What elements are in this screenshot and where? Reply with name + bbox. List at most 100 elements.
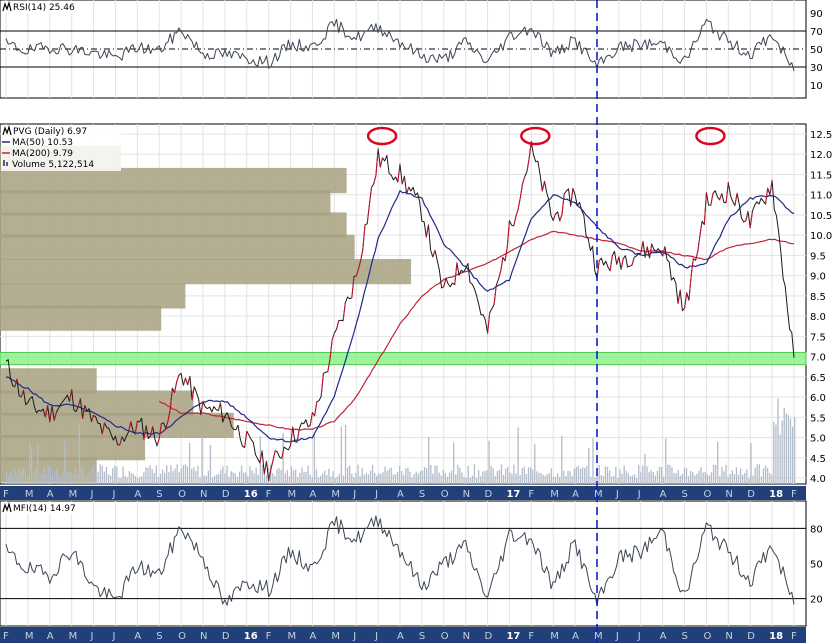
volume-bar (532, 469, 534, 484)
time-axis-label: F (528, 489, 534, 500)
volume-bar (78, 422, 81, 484)
volume-bar (762, 468, 765, 484)
time-axis-label: J (90, 631, 94, 642)
price-up-segment (375, 148, 379, 176)
volume-bar (309, 474, 311, 484)
volume-bar (153, 472, 155, 484)
volume-bar (199, 477, 201, 484)
rsi-label-text: RSI(14) 25.46 (13, 3, 75, 13)
volume-bar (336, 476, 338, 484)
price-up-segment (68, 389, 73, 402)
volume-bar (415, 471, 417, 484)
volume-bar (428, 436, 430, 484)
volume-bar (648, 472, 650, 484)
volume-bar (145, 467, 147, 484)
volume-bars (6, 398, 796, 484)
time-axis-label: N (725, 489, 732, 500)
volume-bar (737, 474, 740, 484)
ma200-line (158, 230, 795, 431)
volume-bar (157, 477, 160, 484)
price-up-segment (552, 213, 556, 221)
volume-bar (417, 473, 419, 484)
volume-bar (349, 465, 351, 484)
volume-bar (760, 476, 763, 484)
price-up-segment (314, 401, 318, 416)
volume-bar (685, 467, 688, 484)
time-axis-label: N (463, 631, 470, 642)
price-up-segment (366, 204, 370, 224)
volume-bar (12, 476, 14, 484)
volume-bar (255, 467, 257, 484)
volume-bar (35, 468, 37, 484)
price-tick-label: 9.0 (810, 272, 826, 283)
time-axis-label: J (111, 631, 115, 642)
price-up-segment (268, 469, 272, 481)
ma50-legend: MA(50) 10.53 (12, 138, 73, 148)
price-up-segment (259, 450, 263, 463)
volume-bar (297, 476, 299, 484)
time-axis-label: O (178, 631, 186, 642)
osc-tick-label: 30 (810, 63, 823, 74)
price-up-segment (526, 158, 530, 172)
volume-bar (351, 473, 353, 484)
price-up-segment (360, 249, 364, 261)
volume-bar (172, 471, 174, 484)
time-axis-label: 17 (506, 631, 520, 642)
volume-bar (471, 475, 474, 484)
price-up-segment (616, 256, 620, 265)
volume-bar (299, 472, 301, 484)
volume-bar (488, 440, 490, 484)
volume-bar (432, 473, 434, 484)
volume-bar (97, 471, 99, 484)
price-up-segment (200, 401, 204, 415)
time-axis-label: S (419, 489, 425, 500)
volume-bar (611, 476, 613, 484)
volume-bar (288, 476, 291, 484)
volume-bar (652, 471, 654, 484)
time-axis-label: F (3, 631, 9, 642)
volume-bar (95, 472, 97, 484)
volume-by-price-bar (0, 305, 162, 331)
time-axis-label: A (134, 631, 141, 642)
volume-bar (41, 473, 43, 484)
volume-bar (361, 468, 363, 484)
price-up-segment (765, 187, 769, 205)
volume-bar (344, 425, 347, 484)
time-axis-label: M (331, 489, 340, 500)
volume-bar (507, 466, 509, 484)
volume-bar (742, 474, 744, 484)
time-axis-label: M (288, 489, 297, 500)
volume-bar (326, 474, 328, 484)
volume-bar (319, 475, 322, 484)
price-up-segment (517, 197, 521, 210)
volume-by-price-bar (0, 167, 347, 194)
volume-bar (20, 471, 22, 484)
volume-bar (613, 475, 615, 484)
mfi-label: MFI(14) 14.97 (1, 501, 85, 514)
volume-bar (328, 468, 330, 484)
volume-bar (251, 470, 253, 484)
volume-bar (180, 468, 182, 484)
volume-bar (453, 442, 455, 484)
volume-bar (72, 474, 74, 484)
time-axis-middle: F M A M J J A S O N D 16 F M A M J J A S O N D 17 F M A M J J A S O N D 18 F (3, 489, 797, 500)
time-axis-bottom: F M A M J J A S O N D 16 F M A M J J A S O N D 17 F M A M J J A S O N D 18 F (3, 631, 797, 642)
volume-bar (342, 475, 345, 484)
volume-bar (39, 474, 41, 484)
volume-bar (773, 421, 775, 484)
volume-bar (425, 468, 428, 484)
volume-bar (87, 472, 89, 484)
volume-bar (550, 468, 553, 484)
time-axis-label: O (441, 489, 449, 500)
volume-by-price-bar (0, 234, 355, 260)
price-tick-label: 10.5 (810, 211, 832, 222)
volume-bar (444, 473, 447, 484)
volume-bar (588, 447, 590, 484)
volume-bar (615, 466, 617, 484)
price-up-segment (432, 250, 436, 258)
price-up-segment (684, 292, 688, 309)
time-axis-label: N (725, 631, 732, 642)
volume-bar (625, 470, 627, 484)
time-axis-label: N (463, 489, 470, 500)
volume-bar (748, 477, 750, 484)
